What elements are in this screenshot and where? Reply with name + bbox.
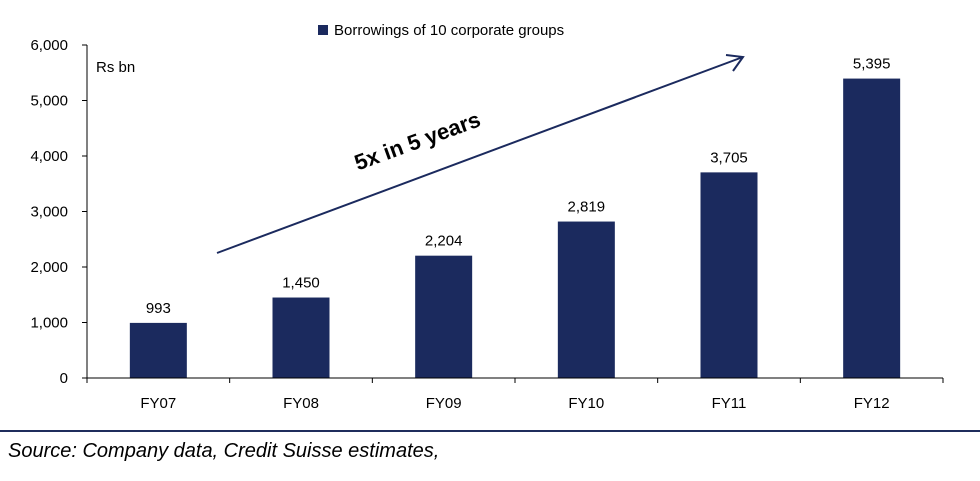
y-axis: 0 1,000 2,000 3,000 4,000 5,000 6,000	[30, 37, 88, 387]
y-tick-label: 1,000	[30, 315, 68, 332]
bar-fy09	[415, 255, 473, 378]
data-label: 1,450	[282, 275, 320, 292]
y-axis-unit-label: Rs bn	[96, 59, 135, 76]
x-tick-label: FY10	[568, 395, 604, 412]
x-tick-label: FY07	[140, 395, 176, 412]
bar-fy11	[700, 172, 758, 378]
bars: 993 1,450 2,204 2,819 3,705 5,395	[129, 56, 901, 378]
growth-annotation: 5x in 5 years	[351, 107, 484, 176]
y-tick-label: 6,000	[30, 37, 68, 54]
y-tick-label: 5,000	[30, 93, 68, 110]
data-label: 993	[146, 300, 171, 317]
bar-fy07	[129, 322, 187, 378]
data-label: 2,204	[425, 233, 463, 250]
data-label: 2,819	[568, 199, 606, 216]
footer-divider	[0, 430, 980, 432]
x-axis: FY07 FY08 FY09 FY10 FY11 FY12	[86, 377, 944, 412]
data-label: 3,705	[710, 149, 748, 166]
bar-chart: Borrowings of 10 corporate groups Rs bn …	[30, 22, 944, 412]
x-tick-label: FY12	[854, 395, 890, 412]
trend-arrow	[216, 54, 745, 254]
trend-arrow-head	[725, 54, 745, 72]
data-label: 5,395	[853, 56, 891, 73]
bar-fy08	[272, 297, 330, 378]
x-tick-label: FY09	[426, 395, 462, 412]
x-tick-label: FY08	[283, 395, 319, 412]
source-note: Source: Company data, Credit Suisse esti…	[8, 440, 440, 462]
x-tick-label: FY11	[712, 395, 747, 412]
y-tick-label: 3,000	[30, 204, 68, 221]
bar-fy10	[557, 221, 615, 378]
legend: Borrowings of 10 corporate groups	[318, 22, 564, 39]
y-tick-label: 4,000	[30, 148, 68, 165]
bar-fy12	[843, 78, 901, 378]
legend-label: Borrowings of 10 corporate groups	[334, 22, 564, 39]
y-tick-label: 0	[60, 370, 68, 387]
y-tick-label: 2,000	[30, 259, 68, 276]
legend-swatch	[318, 25, 328, 35]
trend-arrow-line	[216, 56, 744, 254]
